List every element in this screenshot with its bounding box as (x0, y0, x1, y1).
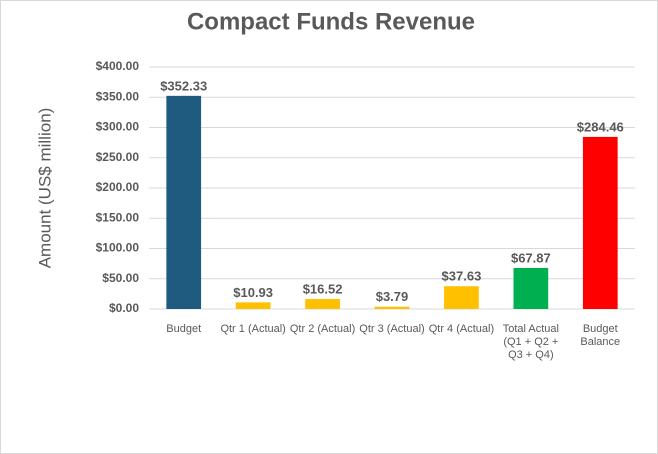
x-tick-label: Qtr 2 (Actual) (289, 323, 356, 335)
bar (305, 299, 340, 309)
bar (374, 306, 410, 309)
y-tick-label: $300.00 (96, 120, 140, 134)
y-tick-label: $250.00 (96, 150, 140, 164)
bar (166, 95, 202, 309)
x-tick-label: Qtr 3 (Actual) (359, 323, 425, 335)
y-tick-label: $200.00 (96, 180, 140, 194)
data-label: $37.63 (442, 269, 482, 284)
y-tick-label: $350.00 (96, 89, 140, 103)
y-tick-label: $150.00 (96, 210, 140, 224)
x-tick-label: Budget (166, 323, 202, 335)
x-tick-label: Total Actual (Q1 + Q2 + Q3 + Q4) (502, 323, 559, 361)
y-tick-label: $400.00 (96, 59, 140, 73)
y-tick-label: $100.00 (96, 241, 140, 255)
x-tick-label: Budget Balance (580, 323, 621, 348)
x-tick-label: Qtr 4 (Actual) (428, 323, 495, 335)
data-label: $16.52 (303, 281, 343, 296)
data-label: $10.93 (233, 285, 273, 300)
bar (235, 302, 271, 309)
bar (582, 136, 618, 309)
bar (513, 267, 549, 309)
data-label: $352.33 (160, 78, 207, 93)
data-label: $3.79 (376, 289, 409, 304)
y-tick-label: $0.00 (109, 301, 139, 315)
data-label: $284.46 (577, 119, 624, 134)
y-axis-label: Amount (US$ million) (35, 108, 54, 269)
y-tick-label: $50.00 (102, 271, 139, 285)
x-tick-label: Qtr 1 (Actual) (220, 323, 286, 335)
chart-title: Compact Funds Revenue (187, 8, 475, 35)
data-label: $67.87 (511, 250, 551, 265)
bar (444, 286, 479, 309)
